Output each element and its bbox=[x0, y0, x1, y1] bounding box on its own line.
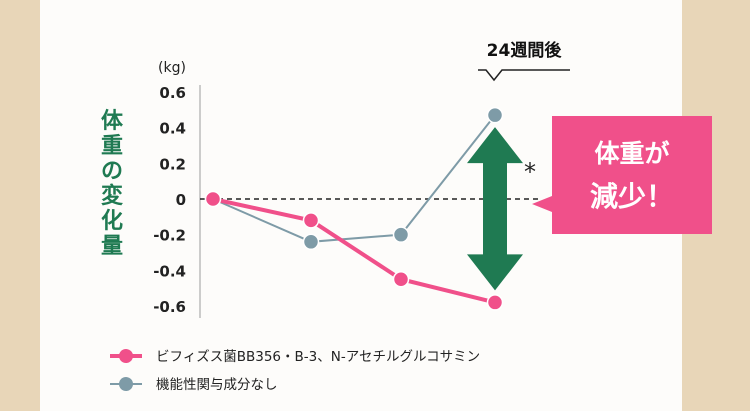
week-callout-bracket bbox=[478, 69, 570, 82]
series-line bbox=[212, 114, 496, 243]
data-point bbox=[486, 106, 504, 124]
y-tick-label: 0.6 bbox=[159, 84, 186, 102]
legend-label: ビフィズス菌BB356・B-3、N-アセチルグルコサミン bbox=[156, 349, 480, 365]
data-point bbox=[392, 226, 410, 243]
y-axis-label: 体重の変化量 bbox=[101, 109, 124, 259]
y-tick-label: 0.4 bbox=[159, 120, 186, 138]
week-callout: 24週間後 bbox=[487, 40, 563, 61]
y-tick-label: -0.6 bbox=[153, 298, 186, 316]
y-tick-label: -0.2 bbox=[153, 227, 186, 245]
badge-line-1: 体重が bbox=[594, 139, 669, 168]
data-point bbox=[302, 212, 320, 229]
result-badge bbox=[532, 116, 712, 234]
y-tick-label: -0.4 bbox=[153, 262, 186, 280]
data-point bbox=[486, 294, 504, 311]
series-line bbox=[212, 197, 496, 305]
data-point bbox=[392, 271, 410, 288]
significance-mark: * bbox=[524, 158, 536, 186]
legend-label: 機能性関与成分なし bbox=[156, 377, 278, 393]
y-tick-label: 0.2 bbox=[159, 155, 186, 173]
data-point bbox=[204, 190, 222, 208]
difference-arrow bbox=[467, 127, 523, 291]
legend-marker bbox=[119, 349, 133, 363]
badge-line-2: 減少！ bbox=[590, 180, 674, 213]
data-point bbox=[302, 233, 320, 251]
legend-marker bbox=[119, 377, 133, 391]
y-tick-label: 0 bbox=[176, 191, 186, 209]
unit-label: (kg) bbox=[158, 60, 186, 76]
arrow-shape bbox=[467, 127, 523, 291]
